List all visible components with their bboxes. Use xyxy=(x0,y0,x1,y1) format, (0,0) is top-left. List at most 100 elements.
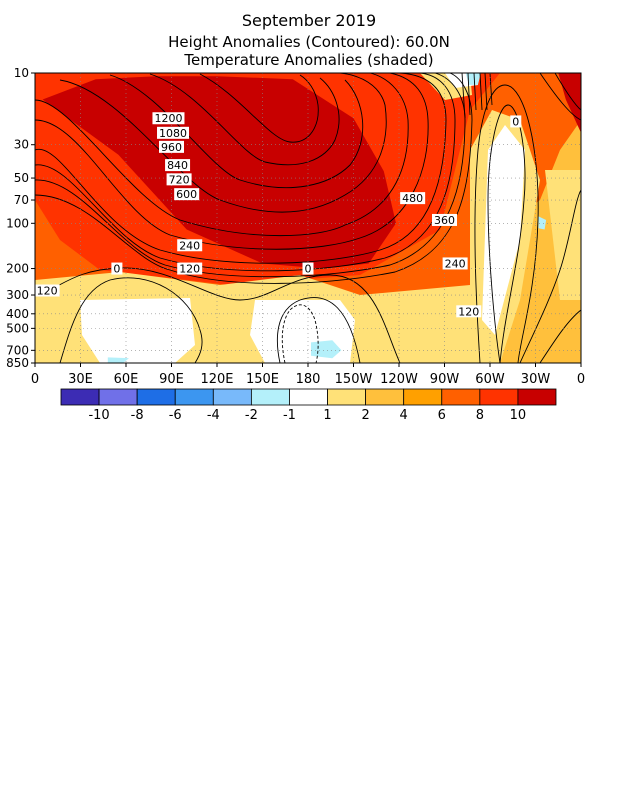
contour-label: 0 xyxy=(305,263,312,276)
contour-label-bg xyxy=(442,257,468,270)
contour-label: 240 xyxy=(179,239,200,252)
x-tick-label: 60E xyxy=(114,372,139,387)
contour-line xyxy=(35,73,409,237)
colorbar-swatch xyxy=(403,388,443,406)
contour-label: 360 xyxy=(434,214,455,227)
x-tick-label: 120W xyxy=(380,372,418,387)
contour-label-bg xyxy=(456,305,482,318)
colorbar-swatch xyxy=(60,388,100,406)
colorbar-swatch xyxy=(250,388,290,406)
colorbar-swatch xyxy=(174,388,214,406)
contour-label-bg xyxy=(302,262,314,275)
contour-line xyxy=(467,73,471,116)
colorbar-label: -4 xyxy=(207,408,220,423)
contour-line xyxy=(461,73,466,119)
contour-line xyxy=(554,73,581,111)
y-tick-label: 500 xyxy=(6,321,29,335)
contour-label: 120 xyxy=(37,285,58,298)
contour-line xyxy=(35,73,466,278)
colorbar-swatch xyxy=(327,388,367,406)
contour-line xyxy=(35,267,401,363)
x-tick-label: 60W xyxy=(475,372,505,387)
contour-label: 960 xyxy=(161,141,182,154)
contour-label: 0 xyxy=(512,115,519,128)
colorbar-label: -8 xyxy=(131,408,144,423)
contour-line xyxy=(281,304,319,363)
contour-label-bg xyxy=(400,192,426,205)
contour-label: 1080 xyxy=(159,127,187,140)
colorbar-swatch xyxy=(517,388,557,406)
contour-label-bg xyxy=(152,112,185,125)
colorbar-label: -6 xyxy=(169,408,182,423)
chart-subtitle-heights: Height Anomalies (Contoured): 60.0N xyxy=(168,33,450,51)
contour-line xyxy=(484,73,488,111)
colorbar-swatch xyxy=(441,388,481,406)
chart-subtitle-temps: Temperature Anomalies (shaded) xyxy=(184,51,434,69)
x-tick-label: 90E xyxy=(159,372,184,387)
y-tick-label: 400 xyxy=(6,307,29,321)
colorbar-swatch xyxy=(289,388,328,406)
x-tick-label: 150E xyxy=(246,372,279,387)
contour-label: 600 xyxy=(176,188,197,201)
y-tick-label: 50 xyxy=(14,171,29,185)
contour-label-bg xyxy=(165,159,191,172)
contour-label-bg xyxy=(157,126,190,139)
contour-line xyxy=(59,277,203,363)
contour-line xyxy=(276,297,361,363)
contour-label-bg xyxy=(34,284,60,297)
anomaly-region xyxy=(107,357,129,363)
chart-title: September 2019 xyxy=(241,11,377,30)
contour-label: 240 xyxy=(445,257,466,270)
contour-label-bg xyxy=(510,115,522,128)
y-tick-label: 300 xyxy=(6,288,29,302)
contour-label: 120 xyxy=(179,263,200,276)
y-tick-label: 30 xyxy=(14,138,29,152)
y-tick-label: 70 xyxy=(14,193,29,207)
contour-line xyxy=(59,73,387,213)
contour-line xyxy=(539,73,581,121)
y-tick-label: 10 xyxy=(14,66,29,80)
colorbar-label: 6 xyxy=(438,408,446,423)
contour-label-bg xyxy=(177,262,203,275)
x-tick-label: 0 xyxy=(577,372,585,387)
x-tick-label: 0 xyxy=(31,372,39,387)
contour-line xyxy=(149,73,340,166)
contour-line xyxy=(487,104,526,363)
axes: 0 30E 60E 90E 120E 150E 180 150W 120W 90W 60W 30W 0 1… xyxy=(6,66,585,387)
contour-label: 120 xyxy=(458,305,479,318)
contour-line xyxy=(35,73,473,284)
colorbar-label: -1 xyxy=(283,408,296,423)
x-tick-label: 180 xyxy=(296,372,321,387)
y-tick-label: 850 xyxy=(6,356,29,370)
colorbar-swatch xyxy=(365,388,405,406)
contour-label: 0 xyxy=(113,263,120,276)
contour-label-bg xyxy=(166,173,192,186)
y-tick-label: 100 xyxy=(6,216,29,230)
anomaly-region xyxy=(538,216,547,230)
contour-label: 720 xyxy=(169,173,190,186)
colorbar-label: 4 xyxy=(400,408,408,423)
colorbar-label: 1 xyxy=(323,408,331,423)
contour-line xyxy=(473,73,477,111)
contour-label-bg xyxy=(174,188,200,201)
contour-line xyxy=(479,73,483,111)
colorbar-label: -10 xyxy=(88,408,109,423)
colorbar: -10 -8 -6 -4 -2 -1 1 2 4 6 8 10 xyxy=(60,388,557,423)
contour-label-bg xyxy=(177,239,203,252)
contour-line xyxy=(519,189,581,363)
contour-label: 480 xyxy=(402,192,423,205)
colorbar-label: 8 xyxy=(476,408,484,423)
y-tick-label: 200 xyxy=(6,262,29,276)
contour-line xyxy=(539,309,581,363)
x-tick-label: 120E xyxy=(200,372,233,387)
contour-label-bg xyxy=(159,140,184,153)
contour-label: 1200 xyxy=(154,112,182,125)
contour-line xyxy=(489,73,493,106)
x-tick-label: 90W xyxy=(430,372,460,387)
colorbar-label: 10 xyxy=(510,408,527,423)
colorbar-label: -2 xyxy=(245,408,258,423)
anomaly-region xyxy=(42,76,396,269)
x-tick-label: 150W xyxy=(335,372,373,387)
anomaly-region xyxy=(311,340,342,359)
